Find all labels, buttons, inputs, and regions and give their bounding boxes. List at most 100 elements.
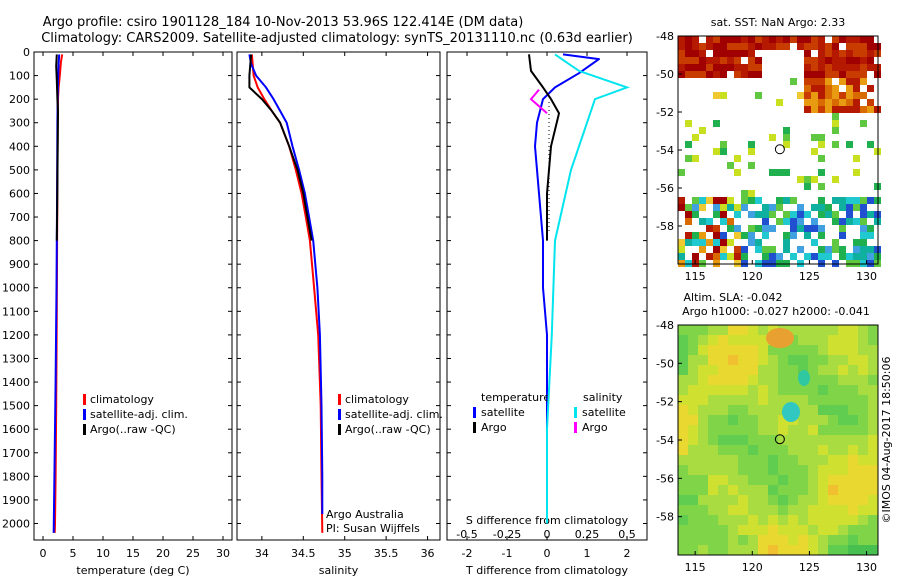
sla-cell [708,345,718,355]
sst-cell [741,197,748,204]
sst-cell [783,246,790,253]
sst-cell [860,57,867,64]
sst-cell [818,225,825,232]
sla-low-feature [782,402,800,422]
sla-cell [808,325,818,335]
sst-cell [720,204,727,211]
sla-cell [728,425,738,435]
series-line-1 [528,54,560,241]
sla-cell [778,415,788,425]
sla-cell [768,525,778,535]
sst-cell [692,50,699,57]
sla-cell [808,505,818,515]
sla-cell [738,395,748,405]
sla-cell [798,425,808,435]
sla-cell [848,485,858,495]
sst-cell [860,120,867,127]
sla-cell [798,545,808,555]
sla-cell [788,515,798,525]
sla-cell [698,375,708,385]
sst-cell [839,225,846,232]
sla-cell [808,355,818,365]
sla-cell [698,425,708,435]
sla-cell [818,505,828,515]
sst-cell [811,239,818,246]
sst-cell [706,218,713,225]
x-tick-label: 15 [126,547,140,560]
map-y-tick-label: -48 [656,319,674,332]
sst-cell [692,155,699,162]
sst-cell [685,155,692,162]
sst-cell [860,64,867,71]
sst-cell [776,197,783,204]
sla-cell [828,445,838,455]
sla-cell [818,435,828,445]
y-tick-label: 1000 [2,282,30,295]
y-tick-label: 200 [9,93,30,106]
sst-cell [846,71,853,78]
sla-cell [778,485,788,495]
sla-cell [788,325,798,335]
sla-cell [748,545,758,555]
sst-cell [839,204,846,211]
sst-cell [804,99,811,106]
sst-cell [860,204,867,211]
sla-cell [858,525,868,535]
sla-cell [818,335,828,345]
sla-cell [858,405,868,415]
sla-cell [808,345,818,355]
sla-cell [768,505,778,515]
sst-cell [706,57,713,64]
sla-cell [828,375,838,385]
sst-cell [811,85,818,92]
sst-cell [720,50,727,57]
sst-cell [790,78,797,85]
sla-cell [718,345,728,355]
sla-cell [858,415,868,425]
sla-cell [718,475,728,485]
sla-cell [718,495,728,505]
sla-cell [758,345,768,355]
sla-cell [738,325,748,335]
sla-cell [828,425,838,435]
sst-cell [748,232,755,239]
sst-cell [755,239,762,246]
legend-label-s-argo: Argo [582,421,608,434]
sla-cell [778,495,788,505]
figure-title-line2: Climatology: CARS2009. Satellite-adjuste… [41,31,633,46]
sla-cell [698,355,708,365]
sst-cell [748,225,755,232]
sst-cell [741,64,748,71]
sst-cell [853,204,860,211]
sst-cell [685,71,692,78]
sst-cell [748,57,755,64]
sla-cell [738,415,748,425]
sst-cell [853,218,860,225]
sla-cell [768,355,778,365]
sla-cell [698,455,708,465]
x-tick-label: 0 [544,547,551,560]
sst-cell [755,36,762,43]
sst-cell [748,36,755,43]
sst-cell [860,78,867,85]
sla-cell [708,545,718,555]
sst-cell [783,211,790,218]
sla-cell [688,505,698,515]
annotation-line2: PI: Susan Wijffels [326,522,420,535]
sst-cell [720,36,727,43]
sst-cell [692,253,699,260]
sla-cell [868,445,878,455]
sst-cell [818,197,825,204]
sla-cell [738,375,748,385]
sla-cell [698,345,708,355]
sla-cell [828,415,838,425]
sst-cell [818,85,825,92]
sla-cell [808,495,818,505]
sla-cell [788,355,798,365]
sst-cell [741,50,748,57]
sla-cell [708,435,718,445]
sla-cell [688,435,698,445]
sla-cell [808,475,818,485]
x-tick-label: 5 [70,547,77,560]
sst-cell [811,148,818,155]
